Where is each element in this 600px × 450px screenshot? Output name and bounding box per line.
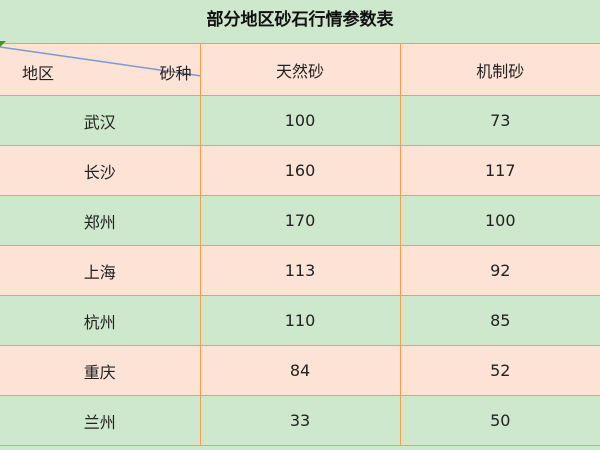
- table-row: 郑州 170 100: [0, 195, 600, 246]
- natural-cell[interactable]: 170: [199, 195, 401, 246]
- region-cell[interactable]: 武汉: [0, 95, 201, 146]
- machine-cell[interactable]: 73: [399, 95, 600, 146]
- machine-cell[interactable]: 92: [399, 245, 600, 296]
- header-row: 地区 砂种 天然砂 机制砂: [0, 43, 600, 96]
- cell-comment-marker: [0, 41, 6, 47]
- natural-cell[interactable]: 110: [199, 295, 401, 346]
- natural-cell[interactable]: 33: [199, 395, 401, 446]
- table-row: 杭州 110 85: [0, 295, 600, 346]
- region-label: 地区: [22, 64, 55, 83]
- table-row: 兰州 33 50: [0, 395, 600, 446]
- region-cell[interactable]: 重庆: [0, 345, 201, 396]
- region-cell[interactable]: 杭州: [0, 295, 201, 346]
- table-title: 部分地区砂石行情参数表: [0, 0, 600, 43]
- header-natural[interactable]: 天然砂: [199, 43, 401, 96]
- table-row: 重庆 84 52: [0, 345, 600, 396]
- diagonal-header-cell[interactable]: 地区 砂种: [0, 43, 201, 96]
- type-label: 砂种: [159, 64, 192, 83]
- natural-cell[interactable]: 160: [199, 145, 401, 196]
- header-machine[interactable]: 机制砂: [399, 43, 600, 96]
- sand-price-table: 地区 砂种 天然砂 机制砂 武汉 100 73 长沙 160 117 郑州 170 100 …: [0, 43, 600, 446]
- table-row: 武汉 100 73: [0, 95, 600, 146]
- diagonal-line: [0, 46, 200, 77]
- machine-cell[interactable]: 50: [399, 395, 600, 446]
- region-cell[interactable]: 郑州: [0, 195, 201, 246]
- table-row: 长沙 160 117: [0, 145, 600, 196]
- table-row: 上海 113 92: [0, 245, 600, 296]
- machine-cell[interactable]: 85: [399, 295, 600, 346]
- region-cell[interactable]: 长沙: [0, 145, 201, 196]
- natural-cell[interactable]: 84: [199, 345, 401, 396]
- region-cell[interactable]: 上海: [0, 245, 201, 296]
- natural-cell[interactable]: 113: [199, 245, 401, 296]
- machine-cell[interactable]: 100: [399, 195, 600, 246]
- machine-cell[interactable]: 52: [399, 345, 600, 396]
- region-cell[interactable]: 兰州: [0, 395, 201, 446]
- machine-cell[interactable]: 117: [399, 145, 600, 196]
- natural-cell[interactable]: 100: [199, 95, 401, 146]
